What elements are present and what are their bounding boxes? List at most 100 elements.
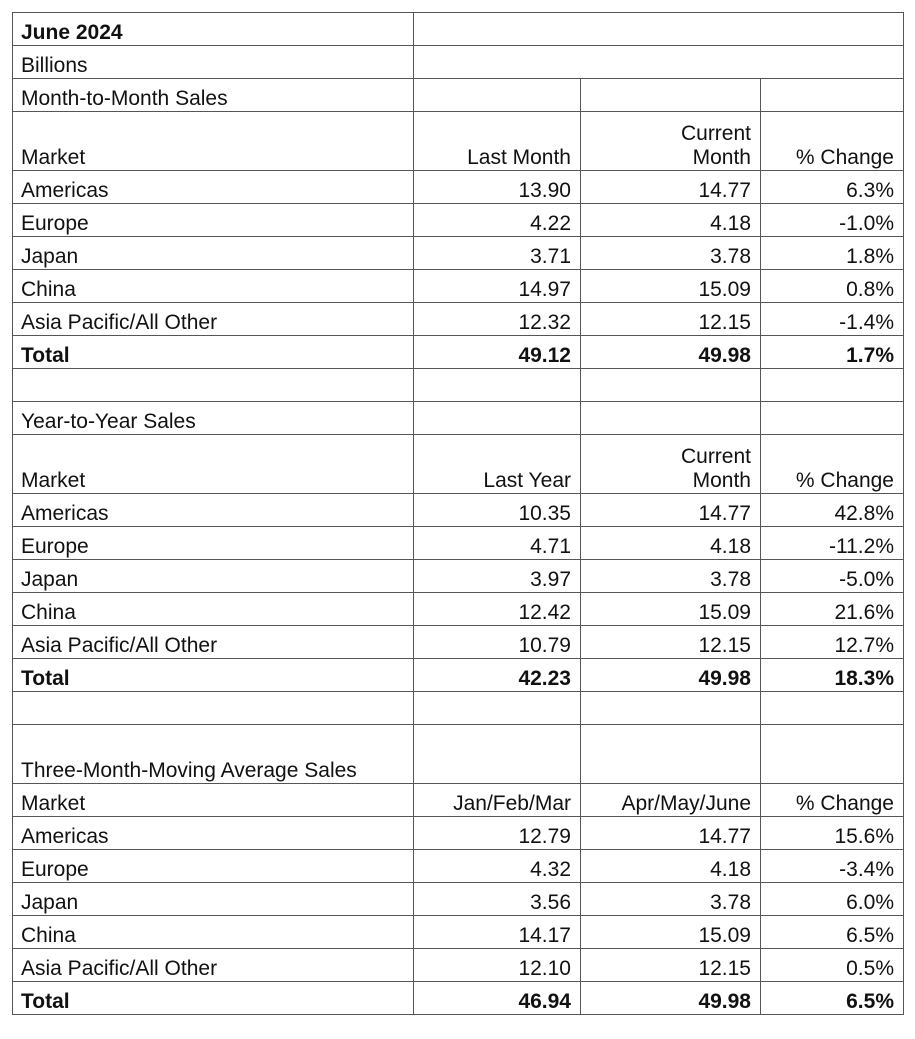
value-cell: 3.78 (580, 559, 761, 593)
column-header: % Change (760, 111, 904, 171)
total-value: 6.5% (760, 981, 904, 1015)
value-cell: 15.09 (580, 915, 761, 949)
value-cell: 12.32 (413, 302, 581, 336)
spacer-row (12, 691, 904, 725)
data-row: China 12.42 15.09 21.6% (12, 592, 904, 626)
value-cell: 12.7% (760, 625, 904, 659)
value-cell: 14.17 (413, 915, 581, 949)
column-header-text: Current Month (680, 445, 751, 492)
market-cell: Asia Pacific/All Other (12, 948, 414, 982)
total-value: 49.12 (413, 335, 581, 369)
data-row: Asia Pacific/All Other 12.10 12.15 0.5% (12, 948, 904, 982)
column-header: Current Month (580, 434, 761, 494)
value-cell: 3.78 (580, 236, 761, 270)
data-row: Asia Pacific/All Other 12.32 12.15 -1.4% (12, 302, 904, 336)
column-header-text: Current Month (680, 122, 751, 169)
value-cell: 12.42 (413, 592, 581, 626)
data-row: Japan 3.97 3.78 -5.0% (12, 559, 904, 593)
value-cell: 12.79 (413, 816, 581, 850)
column-header-row: Market Jan/Feb/Mar Apr/May/June% Change (12, 783, 904, 817)
value-cell: 6.3% (760, 170, 904, 204)
data-row: China 14.97 15.09 0.8% (12, 269, 904, 303)
value-cell: 10.35 (413, 493, 581, 527)
value-cell: 1.8% (760, 236, 904, 270)
value-cell: 4.18 (580, 849, 761, 883)
column-header-row: Market Last Year Current Month% Change (12, 434, 904, 494)
market-cell: Asia Pacific/All Other (12, 302, 414, 336)
empty-cell (760, 401, 904, 435)
value-cell: -5.0% (760, 559, 904, 593)
total-value: 49.98 (580, 658, 761, 692)
value-cell: 0.5% (760, 948, 904, 982)
empty-cell (580, 691, 761, 725)
value-cell: 12.15 (580, 625, 761, 659)
value-cell: 4.22 (413, 203, 581, 237)
column-header: Market (12, 434, 414, 494)
total-value: 1.7% (760, 335, 904, 369)
empty-cell (580, 78, 761, 112)
data-row: Europe 4.71 4.18 -11.2% (12, 526, 904, 560)
column-header: Apr/May/June (580, 783, 761, 817)
market-cell: China (12, 915, 414, 949)
column-header: Last Year (413, 434, 581, 494)
value-cell: 14.77 (580, 816, 761, 850)
unit-row: Billions (12, 45, 904, 79)
market-cell: China (12, 592, 414, 626)
value-cell: -11.2% (760, 526, 904, 560)
value-cell: 12.15 (580, 302, 761, 336)
value-cell: 4.71 (413, 526, 581, 560)
section-title: Month-to-Month Sales (12, 78, 414, 112)
market-cell: Japan (12, 559, 414, 593)
empty-cell (580, 368, 761, 402)
total-value: 49.98 (580, 335, 761, 369)
column-header: % Change (760, 783, 904, 817)
empty-cell (12, 691, 414, 725)
section-title: Year-to-Year Sales (12, 401, 414, 435)
empty-cell (760, 78, 904, 112)
section-title-row: Month-to-Month Sales (12, 78, 904, 112)
data-row: Americas 13.90 14.77 6.3% (12, 170, 904, 204)
report-title: June 2024 (12, 12, 414, 46)
empty-cell (413, 401, 581, 435)
value-cell: 4.18 (580, 526, 761, 560)
market-cell: Europe (12, 526, 414, 560)
market-cell: Japan (12, 236, 414, 270)
value-cell: 3.56 (413, 882, 581, 916)
value-cell: 14.77 (580, 493, 761, 527)
column-header: % Change (760, 434, 904, 494)
empty-cell (760, 724, 904, 784)
data-row: Europe 4.32 4.18 -3.4% (12, 849, 904, 883)
empty-cell (580, 724, 761, 784)
value-cell: 3.71 (413, 236, 581, 270)
data-row: Asia Pacific/All Other 10.79 12.15 12.7% (12, 625, 904, 659)
total-label: Total (12, 335, 414, 369)
market-cell: Asia Pacific/All Other (12, 625, 414, 659)
spacer-row (12, 368, 904, 402)
value-cell: 10.79 (413, 625, 581, 659)
column-header: Market (12, 111, 414, 171)
value-cell: -3.4% (760, 849, 904, 883)
data-row: Japan 3.56 3.78 6.0% (12, 882, 904, 916)
total-value: 46.94 (413, 981, 581, 1015)
market-cell: Europe (12, 203, 414, 237)
value-cell: 42.8% (760, 493, 904, 527)
market-cell: Europe (12, 849, 414, 883)
title-row: June 2024 (12, 12, 904, 46)
section-title-row: Three-Month-Moving Average Sales (12, 724, 904, 784)
value-cell: -1.4% (760, 302, 904, 336)
column-header-row: Market Last Month Current Month% Change (12, 111, 904, 171)
value-cell: 6.0% (760, 882, 904, 916)
total-row: Total 42.23 49.98 18.3% (12, 658, 904, 692)
total-label: Total (12, 981, 414, 1015)
data-row: Americas 10.35 14.77 42.8% (12, 493, 904, 527)
empty-cell (760, 691, 904, 725)
value-cell: 15.09 (580, 592, 761, 626)
value-cell: 15.09 (580, 269, 761, 303)
value-cell: 0.8% (760, 269, 904, 303)
empty-cell (413, 691, 581, 725)
data-row: Europe 4.22 4.18 -1.0% (12, 203, 904, 237)
data-row: China 14.17 15.09 6.5% (12, 915, 904, 949)
table-body: June 2024 Billions Month-to-Month Sales M… (12, 12, 904, 1015)
value-cell: 3.97 (413, 559, 581, 593)
empty-cell (413, 78, 581, 112)
